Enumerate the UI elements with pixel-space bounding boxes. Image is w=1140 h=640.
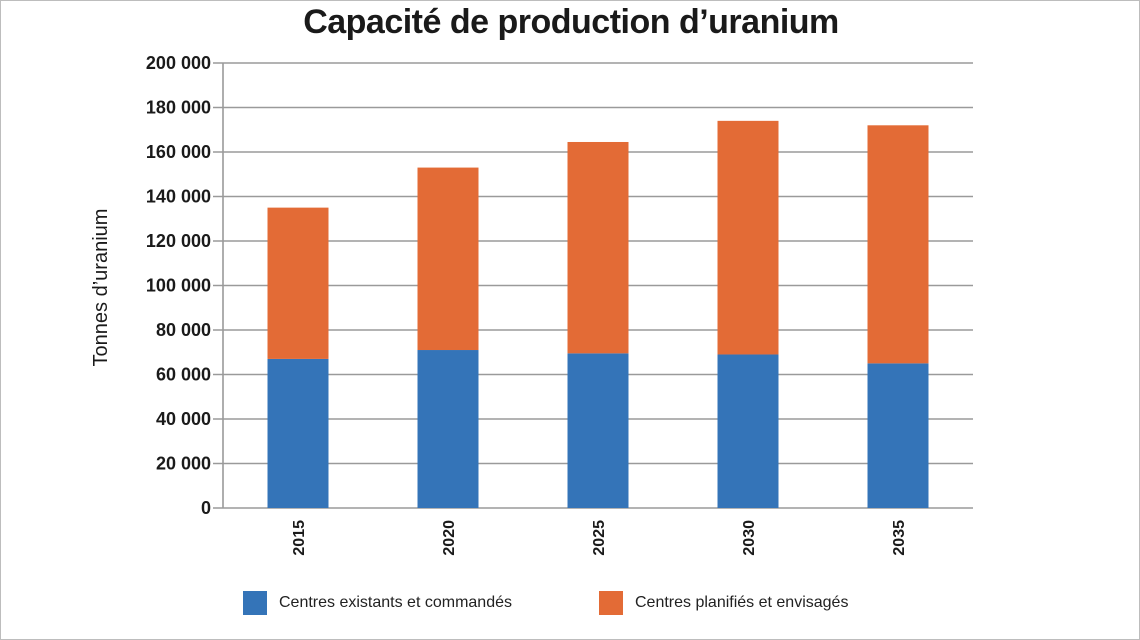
bar-planned [867,125,929,364]
legend-swatch-planned [599,591,623,615]
y-tick-label: 40 000 [156,409,211,429]
x-tick-label: 2025 [591,520,608,556]
bar-planned [417,167,479,351]
bar-planned [267,207,329,359]
bar-existing [567,353,629,508]
x-tick-label: 2030 [741,520,758,556]
legend-label-existing: Centres existants et commandés [279,594,512,611]
y-tick-label: 180 000 [146,98,211,118]
y-tick-label: 200 000 [146,53,211,73]
y-tick-label: 140 000 [146,187,211,207]
bar-planned [717,120,779,355]
bar-existing [717,354,779,508]
legend-label-planned: Centres planifiés et envisagés [635,594,849,611]
legend-swatch-existing [243,591,267,615]
x-tick-label: 2015 [291,520,308,556]
chart-title: Capacité de production d’uranium [303,3,839,41]
bar-chart: 0 20 000 40 000 60 000 80 000 100 000 120 000 1… [90,53,973,556]
legend-item-planned: Centres planifiés et envisagés [599,591,848,615]
legend-item-existing: Centres existants et commandés [243,591,512,615]
y-tick-label: 60 000 [156,365,211,385]
y-tick-label: 160 000 [146,142,211,162]
y-axis-label: Tonnes d’uranium [90,209,112,367]
y-tick-label: 0 [201,498,211,518]
bar-existing [417,350,479,508]
y-tick-label: 80 000 [156,320,211,340]
bar-planned [567,141,629,354]
y-tick-label: 120 000 [146,231,211,251]
y-tick-label: 20 000 [156,454,211,474]
x-tick-label: 2020 [441,520,458,556]
y-tick-label: 100 000 [146,276,211,296]
bar-existing [867,363,929,508]
x-tick-label: 2035 [891,520,908,556]
bar-existing [267,358,329,508]
